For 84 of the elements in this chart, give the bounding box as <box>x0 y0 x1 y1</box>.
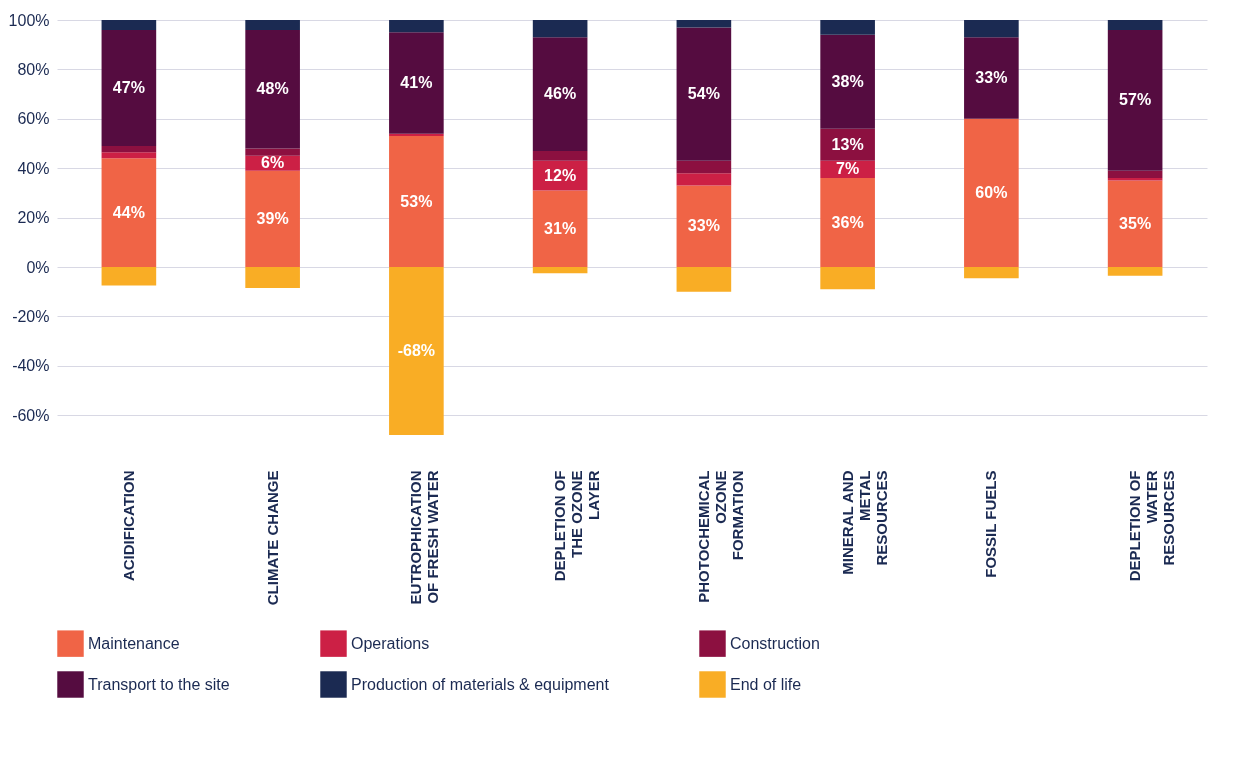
bar <box>532 190 588 268</box>
data-label: -68% <box>397 342 436 360</box>
legend-label: Maintenance <box>88 634 180 652</box>
bar <box>245 267 300 289</box>
bar <box>101 158 157 268</box>
bar <box>389 267 444 435</box>
legend-label: Production of materials & equipment <box>351 675 610 693</box>
bar <box>964 20 1019 38</box>
y-tick-label: 80% <box>17 60 50 78</box>
legend-label: Construction <box>730 634 820 652</box>
bar <box>820 267 875 290</box>
bar <box>676 173 732 186</box>
bar <box>532 37 588 151</box>
bar <box>532 150 588 161</box>
x-tick-label: EUTROPHICATION OF FRESH WATER <box>407 470 442 605</box>
data-label: 53% <box>400 192 433 210</box>
bar <box>101 20 157 30</box>
bar <box>532 267 588 274</box>
data-label: 6% <box>261 154 285 172</box>
data-label: 48% <box>256 80 289 98</box>
data-label: 13% <box>831 135 864 153</box>
bar <box>676 160 732 174</box>
bar <box>820 178 875 268</box>
data-label: 54% <box>687 85 720 103</box>
bar <box>964 37 1019 119</box>
y-tick-label: -20% <box>12 307 50 325</box>
y-tick-label: 60% <box>17 110 50 128</box>
bar <box>964 267 1019 279</box>
bar <box>1107 180 1163 268</box>
bar <box>389 32 444 134</box>
data-label: 46% <box>544 85 577 103</box>
data-label: 41% <box>400 73 433 91</box>
bar <box>1107 20 1163 30</box>
x-tick-label: MINERAL AND METAL RESOURCES <box>838 470 890 575</box>
bar <box>676 27 732 161</box>
x-tick-label: CLIMATE CHANGE <box>263 470 281 606</box>
data-label: 31% <box>544 219 577 237</box>
data-label: 44% <box>112 203 145 221</box>
data-label: 60% <box>975 183 1008 201</box>
bar <box>676 185 732 268</box>
data-label: 36% <box>831 213 864 231</box>
bar <box>532 20 588 38</box>
data-label: 47% <box>112 78 145 96</box>
bar <box>389 20 444 33</box>
bar <box>964 118 1019 268</box>
bar <box>245 20 300 30</box>
data-label: 12% <box>544 166 577 184</box>
y-tick-label: 40% <box>17 159 50 177</box>
data-label: 57% <box>1119 91 1152 109</box>
data-label: 33% <box>975 69 1008 87</box>
y-tick-label: 100% <box>8 11 50 29</box>
y-tick-label: -40% <box>12 357 50 375</box>
bar <box>676 20 732 28</box>
bar <box>1107 178 1163 181</box>
bar <box>101 267 157 286</box>
data-label: 33% <box>687 217 720 235</box>
data-label: 38% <box>831 72 864 90</box>
legend-label: End of life <box>730 675 802 693</box>
y-tick-label: -60% <box>12 406 50 424</box>
bar <box>820 20 875 35</box>
x-tick-label: FOSSIL FUELS <box>982 470 1000 578</box>
bar <box>1107 29 1163 171</box>
x-tick-label: DEPLETION OF THE OZONE LAYER <box>551 470 603 582</box>
legend-label: Transport to the site <box>88 675 230 693</box>
data-label: 7% <box>836 160 860 178</box>
bar <box>245 148 300 156</box>
bar <box>676 267 732 292</box>
bar <box>389 136 444 268</box>
x-tick-label: PHOTOCHEMICAL OZONE FORMATION <box>694 470 746 603</box>
bar <box>820 34 875 129</box>
data-label: 35% <box>1119 214 1152 232</box>
bar <box>101 152 157 159</box>
legend-label: Operations <box>351 634 430 652</box>
x-tick-label: ACIDIFICATION <box>119 470 137 582</box>
y-tick-label: 0% <box>26 258 50 276</box>
y-tick-label: 20% <box>17 209 50 227</box>
bar <box>101 145 157 153</box>
bar <box>101 29 157 146</box>
x-tick-label: DEPLETION OF WATER RESOURCES <box>1126 470 1178 582</box>
bar <box>245 170 300 268</box>
bar <box>1107 170 1163 179</box>
data-label: 39% <box>256 209 289 227</box>
bar <box>1107 267 1163 276</box>
bar <box>245 29 300 149</box>
